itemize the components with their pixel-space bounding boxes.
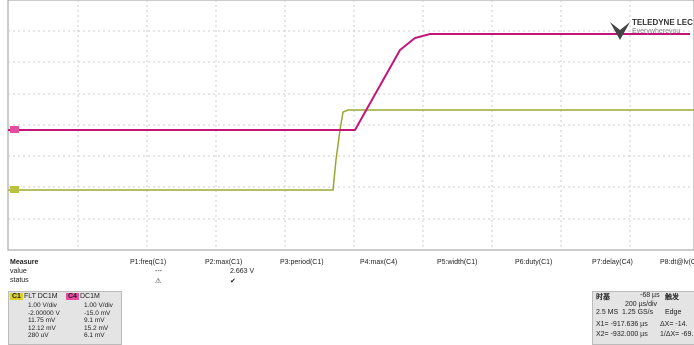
grid-frame xyxy=(7,0,694,251)
measure-header: P5:width(C1) xyxy=(437,259,478,266)
channel-value: 11.75 mV xyxy=(28,317,56,324)
channel-label: C4 xyxy=(66,293,79,300)
cursor-readout: X2= -932.000 µs xyxy=(596,331,648,338)
measure-header: P3:period(C1) xyxy=(280,259,324,266)
channel-coupling: FLT DC1M xyxy=(24,293,58,300)
measure-header: P7:delay(C4) xyxy=(592,259,633,266)
measure-cell: ⚠ xyxy=(155,278,162,285)
c1-marker xyxy=(10,186,19,193)
channel-value: 9.1 mV xyxy=(84,317,105,324)
grid xyxy=(8,0,694,250)
measure-header: P4:max(C4) xyxy=(360,259,398,266)
cursor-readout: 1/ΔX= -69. xyxy=(660,331,694,338)
channel-value: -15.0 mV xyxy=(84,309,111,317)
timebase-box xyxy=(592,291,694,345)
channel-value: 1.00 V/div xyxy=(28,302,57,309)
cursor-readout: ΔX= -14. xyxy=(660,321,688,328)
logo-tagline: Everywhereyou xyxy=(632,28,681,35)
logo-brand: TELEDYNE LEC xyxy=(632,18,693,27)
channel-value: 15.2 mV xyxy=(84,324,109,332)
measure-title: Measure xyxy=(10,259,39,266)
measure-cell: status xyxy=(10,277,29,284)
channel-value: 12.12 mV xyxy=(28,324,56,332)
measure-header: P2:max(C1) xyxy=(205,259,243,266)
timebase-title: 时基 xyxy=(596,294,610,301)
cursor-readout: X1= -917.636 µs xyxy=(596,321,648,328)
waveform-display xyxy=(7,0,694,251)
timebase-scale: 200 µs/div xyxy=(625,301,658,308)
measure-cell: ✔ xyxy=(230,278,236,285)
timebase-delay: -68 µs xyxy=(640,292,660,299)
measure-header: P6:duty(C1) xyxy=(515,259,553,266)
channel-value: 1.00 V/div xyxy=(84,302,113,309)
c4-marker xyxy=(10,126,19,133)
trigger-title: 触发 xyxy=(665,294,679,301)
timebase-rate: 1.25 GS/s xyxy=(622,309,654,316)
trace-c4 xyxy=(8,33,690,131)
channel-value: 6.1 mV xyxy=(84,332,105,339)
measure-header: P8:dt@lv(C xyxy=(660,259,694,266)
channel-label: C1 xyxy=(10,293,23,300)
channel-value: -2.00000 V xyxy=(28,309,60,317)
measure-cell: 2.663 V xyxy=(230,268,255,275)
channel-box xyxy=(8,291,122,345)
channel-value: 280 uV xyxy=(28,332,49,339)
channel-coupling: DC1M xyxy=(80,293,100,300)
measure-cell: --- xyxy=(155,268,162,275)
trigger-type: Edge xyxy=(665,309,682,316)
measure-cell: value xyxy=(10,268,27,275)
logo-icon xyxy=(610,22,630,40)
timebase-samples: 2.5 MS xyxy=(596,309,619,316)
measure-header: P1:freq(C1) xyxy=(130,259,167,266)
